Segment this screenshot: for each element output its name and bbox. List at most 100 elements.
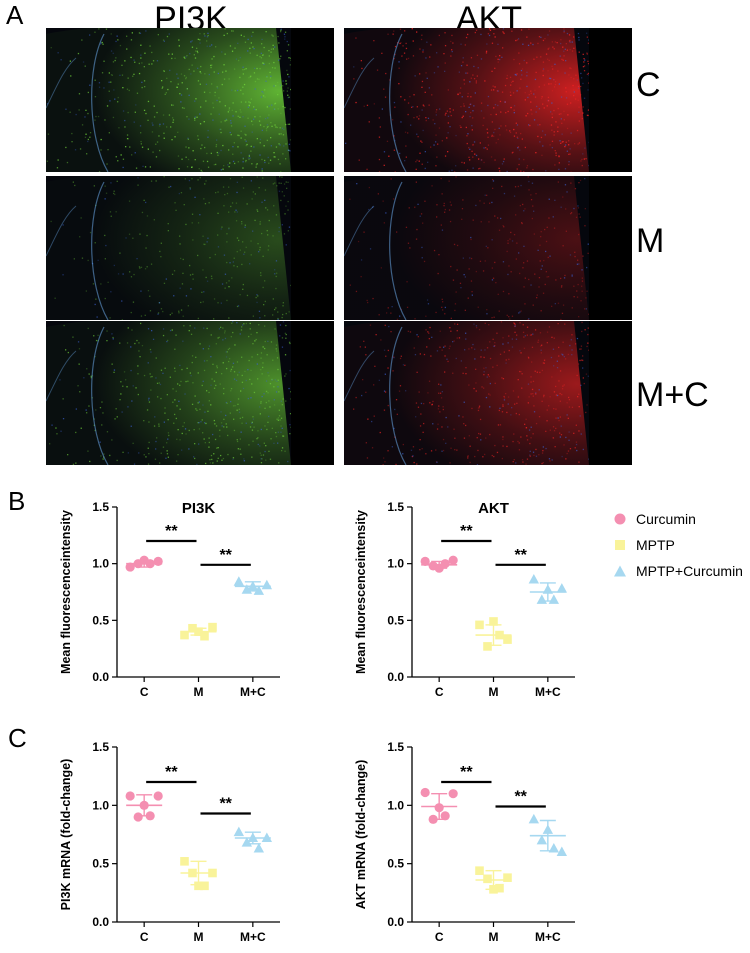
row-label-m: M [636,222,665,260]
x-tick-label: C [140,930,149,944]
chart-title: AKT [478,500,509,517]
data-point [125,791,135,801]
data-point [233,576,245,586]
data-point [528,813,540,824]
legend: Curcumin MPTP MPTP+Curcumin [612,506,743,584]
y-axis-label: Mean fluorescenceintensity [59,510,73,674]
data-point [503,873,512,882]
panel-label-a: A [6,0,24,30]
data-point [253,585,265,595]
y-tick-label: 0.0 [92,670,109,684]
data-point [194,881,203,891]
data-point [153,791,163,801]
data-point [200,631,209,641]
y-tick-label: 1.0 [387,798,404,812]
data-point [440,559,450,569]
y-tick-label: 0.5 [387,613,404,627]
significance-label: ** [460,764,473,781]
significance-label: ** [460,523,473,540]
data-point [233,826,245,837]
x-tick-label: C [140,685,149,699]
square-marker-icon [615,540,625,550]
data-point [440,811,450,821]
chart-pi3k-fluorescence: PI3K Mean fluorescenceintensity 0.0 0.5 1.0 1… [59,500,280,699]
micrograph-akt-m [344,176,632,320]
y-tick-label: 0.5 [92,613,109,627]
x-tick-label: M [194,930,204,944]
significance-label: ** [219,796,232,813]
legend-label: MPTP+Curcumin [636,563,743,579]
y-tick-label: 0.5 [92,857,109,871]
data-point [548,843,560,853]
data-point [548,594,560,604]
data-point [420,787,430,798]
y-tick-label: 1.0 [92,557,109,571]
x-tick-label: M [194,685,204,699]
x-tick-label: C [435,930,444,944]
y-tick-label: 1.0 [387,557,404,571]
data-point [483,642,492,651]
legend-label: MPTP [636,537,675,553]
y-tick-label: 1.5 [92,500,109,514]
data-point [448,555,458,565]
panel-label-c: C [8,723,27,753]
legend-item-mptp: MPTP [612,532,743,558]
data-point [503,635,512,644]
x-tick-label: M+C [535,930,561,944]
chart-pi3k-mrna: PI3K mRNA (fold-change) 0.0 0.5 1.0 1.5 C M M+C… [59,740,280,944]
y-tick-label: 0.0 [92,915,109,929]
data-point [483,874,492,884]
significance-label: ** [514,789,527,806]
data-point [261,579,273,590]
y-tick-label: 0.5 [387,857,404,871]
panel-label-b: B [8,486,26,516]
data-point [133,812,143,822]
significance-label: ** [514,547,527,564]
y-tick-label: 0.0 [387,915,404,929]
data-point [536,834,548,845]
legend-item-mptp-curcumin: MPTP+Curcumin [612,558,743,584]
y-tick-label: 1.0 [92,798,109,812]
x-tick-label: M+C [240,685,266,699]
x-tick-label: M [489,930,499,944]
data-point [495,883,504,893]
data-point [125,562,135,572]
data-point [475,866,484,875]
data-point [475,620,484,630]
data-point [556,583,568,593]
data-point [180,857,189,866]
significance-label: ** [219,547,232,564]
micrograph-pi3k-mc [46,321,334,465]
row-label-mc: M+C [636,376,709,414]
x-tick-label: C [435,685,444,699]
y-tick-label: 0.0 [387,670,404,684]
y-tick-label: 1.5 [387,500,404,514]
triangle-marker-icon [614,565,626,577]
data-point [420,556,430,566]
y-axis-label: PI3K mRNA (fold-change) [59,759,73,911]
significance-label: ** [165,523,178,540]
data-point [180,630,189,640]
data-point [536,594,548,604]
data-point [200,881,209,891]
data-point [448,789,458,799]
data-point [208,622,217,632]
circle-marker-icon [614,513,626,525]
micrograph-akt-c [344,28,632,172]
data-point [556,846,568,856]
x-tick-label: M+C [240,930,266,944]
data-point [253,843,265,853]
micrograph-pi3k-m [46,176,334,320]
micrograph-pi3k-c [46,28,334,172]
y-tick-label: 1.5 [387,740,404,754]
y-tick-label: 1.5 [92,740,109,754]
chart-akt-fluorescence: AKT Mean fluorescenceintensity 0.0 0.5 1.0 1.… [354,500,575,699]
x-tick-label: M [489,685,499,699]
significance-label: ** [165,764,178,781]
data-point [528,574,540,584]
data-point [153,556,163,566]
y-axis-label: Mean fluorescenceintensity [354,510,368,674]
data-point [489,617,498,626]
x-tick-label: M+C [535,685,561,699]
legend-label: Curcumin [636,511,696,527]
